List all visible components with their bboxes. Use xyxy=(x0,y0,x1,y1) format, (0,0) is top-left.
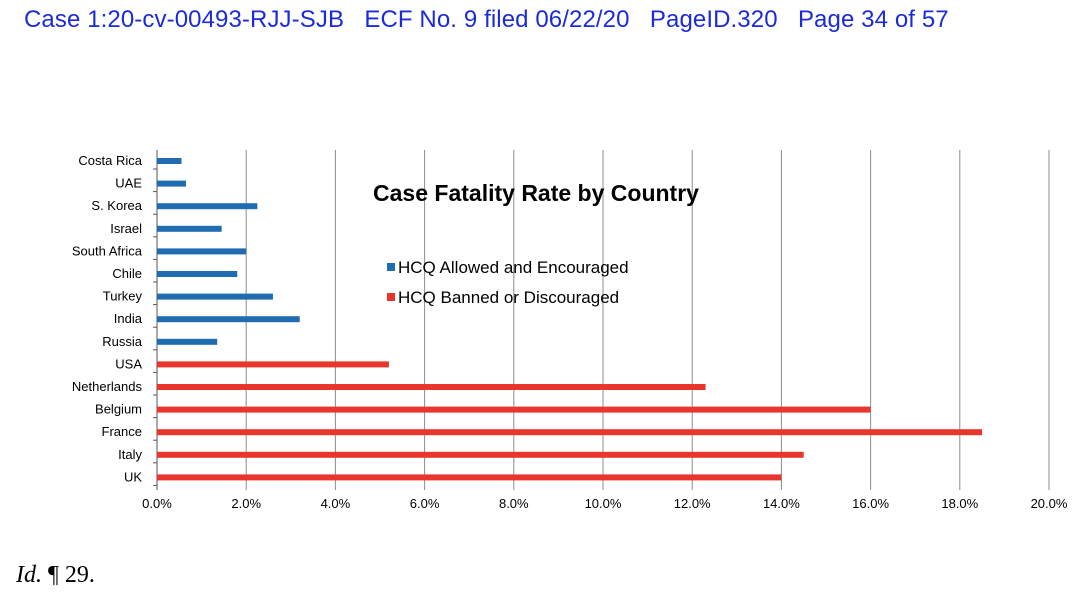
category-labels: Costa Rica UAE S. Korea Israel South Africa C… xyxy=(72,153,143,484)
legend: HCQ Allowed and Encouraged HCQ Banned or … xyxy=(387,258,629,307)
category-label: Costa Rica xyxy=(78,153,142,168)
category-label: UAE xyxy=(115,176,142,191)
bar xyxy=(157,361,389,368)
bar xyxy=(157,338,218,345)
bar xyxy=(157,293,273,300)
category-label: Israel xyxy=(110,221,142,236)
citation-paragraph: ¶ 29. xyxy=(42,562,95,588)
x-tick-label: 18.0% xyxy=(941,496,978,511)
x-tick-label: 10.0% xyxy=(585,496,622,511)
bar xyxy=(157,429,983,436)
bar xyxy=(157,225,222,232)
x-tick-label: 14.0% xyxy=(763,496,800,511)
category-label: Italy xyxy=(118,447,142,462)
x-tick-label: 16.0% xyxy=(852,496,889,511)
category-label: USA xyxy=(115,356,142,371)
x-tick-label: 6.0% xyxy=(410,496,440,511)
legend-swatch xyxy=(387,293,395,301)
category-label: Chile xyxy=(112,266,142,281)
bar xyxy=(157,271,238,277)
x-tick-label: 2.0% xyxy=(231,496,261,511)
case-fatality-chart: Costa Rica UAE S. Korea Israel South Africa C… xyxy=(72,150,1068,511)
category-label: Turkey xyxy=(103,289,143,304)
category-label: South Africa xyxy=(72,243,143,258)
bar xyxy=(157,158,182,164)
x-tick-label: 12.0% xyxy=(674,496,711,511)
chart-title: Case Fatality Rate by Country xyxy=(373,180,699,206)
x-tick-label: 4.0% xyxy=(321,496,351,511)
bar xyxy=(157,474,782,481)
bar xyxy=(157,406,871,413)
citation-id: Id. xyxy=(16,562,42,588)
legend-label: HCQ Banned or Discouraged xyxy=(398,288,619,307)
bars xyxy=(157,158,983,481)
legend-label: HCQ Allowed and Encouraged xyxy=(398,258,629,277)
citation: Id. ¶ 29. xyxy=(16,562,95,589)
bar xyxy=(157,203,258,210)
category-label: UK xyxy=(124,469,142,484)
bar xyxy=(157,316,300,323)
category-label: India xyxy=(114,311,143,326)
bar xyxy=(157,248,247,255)
bar xyxy=(157,384,706,390)
x-tick-label: 20.0% xyxy=(1031,496,1068,511)
legend-swatch xyxy=(387,263,395,271)
category-label: S. Korea xyxy=(91,198,142,213)
category-label: France xyxy=(102,424,142,439)
x-tick-label: 0.0% xyxy=(142,496,172,511)
x-tick-label: 8.0% xyxy=(499,496,529,511)
bar xyxy=(157,451,804,458)
x-tick-labels: 0.0% 2.0% 4.0% 6.0% 8.0% 10.0% 12.0% 14.0% 16.0%… xyxy=(142,496,1068,511)
category-label: Russia xyxy=(102,334,143,349)
ecf-header: Case 1:20-cv-00493-RJJ-SJB ECF No. 9 fil… xyxy=(24,6,949,33)
category-label: Belgium xyxy=(95,402,142,417)
bar xyxy=(157,180,186,187)
category-label: Netherlands xyxy=(72,379,143,394)
